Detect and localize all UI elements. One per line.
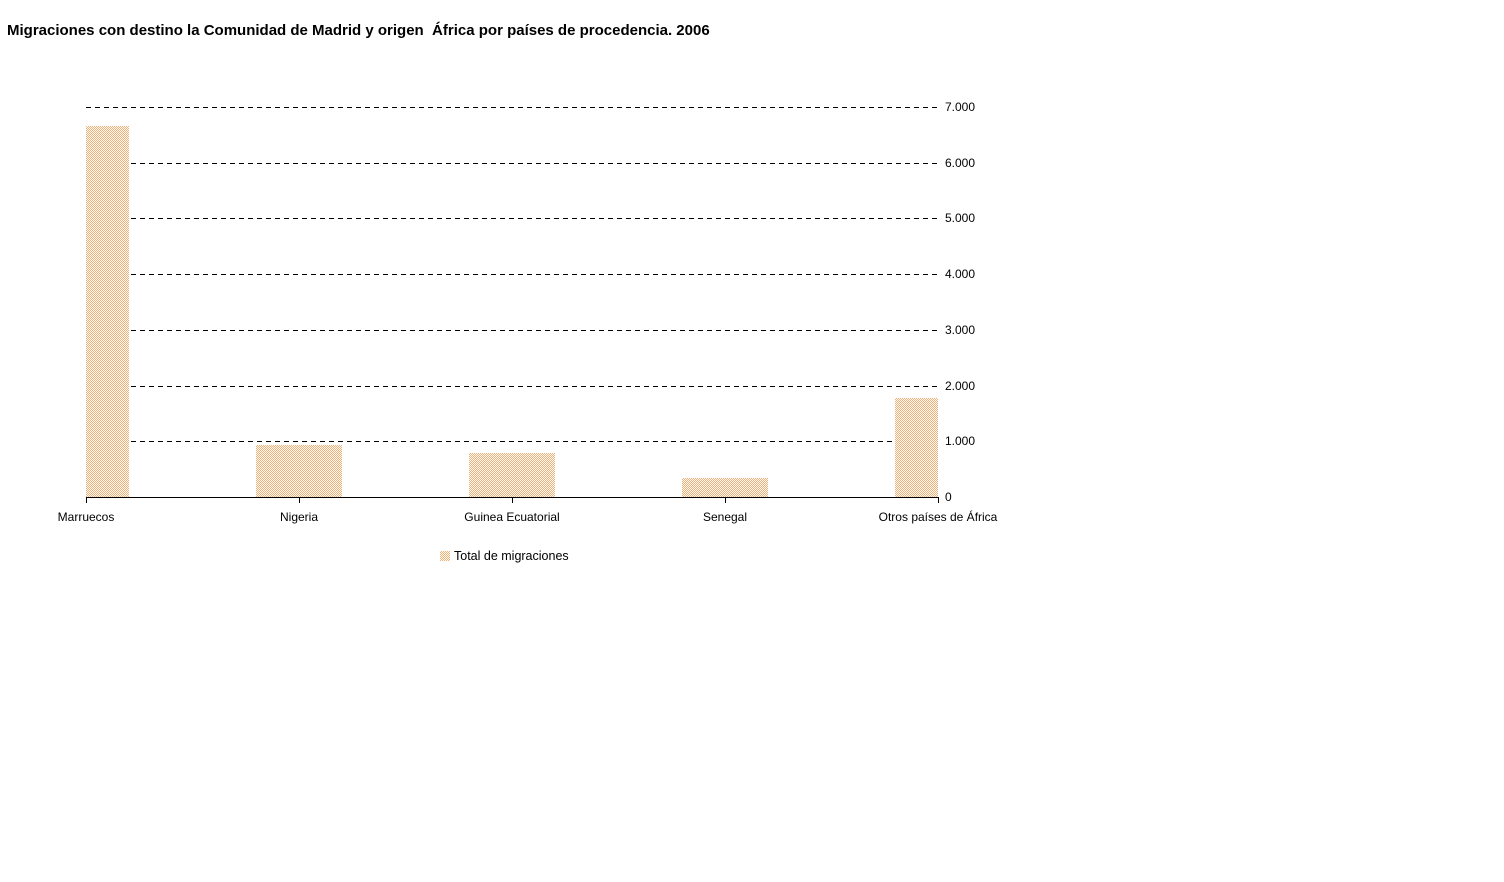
gridline	[86, 274, 938, 276]
axis-tick	[725, 497, 726, 503]
axis-tick	[938, 497, 939, 503]
legend-series-label: Total de migraciones	[454, 549, 569, 563]
y-axis-tick-label: 7.000	[945, 100, 976, 114]
gridline	[86, 107, 938, 108]
gridline	[86, 441, 938, 443]
y-axis-tick-label: 1.000	[945, 434, 976, 449]
x-axis-category-label: Marruecos	[57, 510, 115, 524]
y-axis-tick-label: 3.000	[945, 322, 976, 337]
gridline	[86, 162, 938, 164]
legend-swatch-pattern-icon	[440, 551, 450, 561]
bar	[469, 453, 555, 497]
plot-area	[86, 107, 938, 498]
y-axis-tick-label: 6.000	[945, 155, 976, 170]
chart-title: Migraciones con destino la Comunidad de …	[7, 22, 710, 39]
bar	[86, 126, 129, 497]
y-axis-tick-label: 5.000	[945, 211, 976, 226]
axis-tick	[86, 497, 87, 503]
y-axis-tick-label: 2.000	[945, 378, 976, 393]
gridline	[86, 385, 938, 387]
x-axis-category-label: Senegal	[702, 510, 748, 524]
legend: Total de migraciones	[440, 549, 569, 563]
axis-tick	[299, 497, 300, 503]
gridline	[86, 218, 938, 220]
x-axis-category-label: Otros países de África	[878, 510, 998, 524]
bar	[256, 445, 342, 497]
gridline	[86, 329, 938, 331]
y-axis-tick-label: 0	[945, 490, 952, 504]
bar	[682, 478, 768, 497]
bar	[895, 398, 938, 497]
axis-tick	[512, 497, 513, 503]
y-axis-tick-label: 4.000	[945, 267, 976, 282]
x-axis-category-label: Guinea Ecuatorial	[464, 510, 560, 524]
x-axis-category-label: Nigeria	[279, 510, 319, 524]
